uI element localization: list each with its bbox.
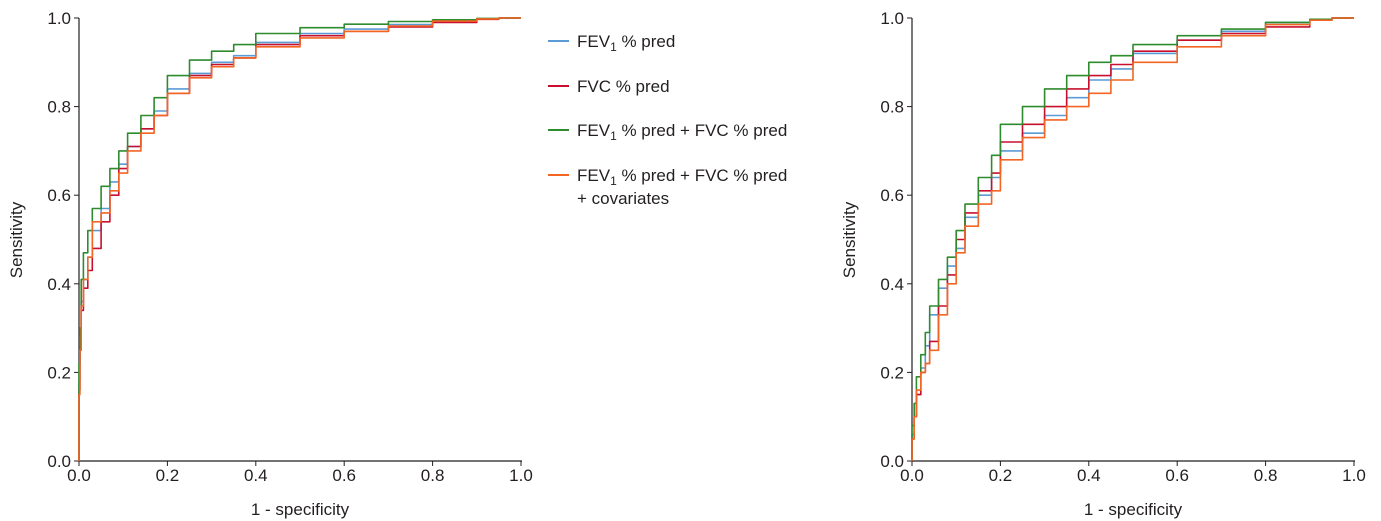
x-tick-label: 1.0 <box>509 466 533 485</box>
series-line-fvc-pred <box>911 17 1354 461</box>
roc-chart-left: 0.0 0.2 0.4 0.6 0.8 1.0 0.0 0.2 0.4 0.6 0.8 1.0 1 - … <box>7 9 533 519</box>
x-tick-label: 1.0 <box>1342 466 1366 485</box>
y-tick-label: 0.8 <box>880 98 904 117</box>
legend-label: FVC % pred <box>577 77 670 96</box>
series-line-fev1-pred-fvc-pred-covariates <box>911 17 1354 461</box>
legend-item: FVC % pred <box>548 77 670 96</box>
legend-label: FEV1 % pred + FVC % pred <box>577 166 787 188</box>
x-axis-title: 1 - specificity <box>251 500 350 519</box>
x-tick-label: 0.6 <box>332 466 356 485</box>
series-line-fev1-pred-fvc-pred <box>78 17 521 461</box>
chart-legend: FEV1 % pred FVC % pred FEV1 % pred + FVC %… <box>548 32 787 208</box>
x-axis-title: 1 - specificity <box>1084 500 1183 519</box>
y-tick-label: 0.0 <box>47 452 71 471</box>
y-tick-label: 1.0 <box>880 9 904 28</box>
series-line-fev1-pred-fvc-pred-covariates <box>78 17 521 461</box>
x-tick-label: 0.8 <box>421 466 445 485</box>
legend-label-continuation: + covariates <box>577 189 669 208</box>
y-tick-label: 0.6 <box>47 186 71 205</box>
y-tick-label: 0.8 <box>47 98 71 117</box>
x-tick-label: 0.4 <box>244 466 268 485</box>
legend-label: FEV1 % pred + FVC % pred <box>577 121 787 143</box>
x-tick-label: 0.8 <box>1254 466 1278 485</box>
series-line-fvc-pred <box>78 17 521 461</box>
y-tick-label: 0.6 <box>880 186 904 205</box>
y-tick-label: 1.0 <box>47 9 71 28</box>
y-tick-label: 0.2 <box>47 363 71 382</box>
y-tick-label: 0.4 <box>47 275 71 294</box>
legend-label: FEV1 % pred <box>577 32 675 54</box>
x-tick-label: 0.0 <box>900 466 924 485</box>
series-line-fev1-pred-fvc-pred <box>911 17 1354 461</box>
y-tick-label: 0.2 <box>880 363 904 382</box>
series-line-fev1-pred <box>911 17 1354 461</box>
legend-item: FEV1 % pred + FVC % pred+ covariates <box>548 166 787 208</box>
y-tick-label: 0.0 <box>880 452 904 471</box>
series-line-fev1-pred <box>78 17 521 461</box>
x-tick-label: 0.6 <box>1165 466 1189 485</box>
x-tick-label: 0.2 <box>989 466 1013 485</box>
legend-item: FEV1 % pred + FVC % pred <box>548 121 787 143</box>
y-axis-title: Sensitivity <box>840 201 859 278</box>
x-tick-label: 0.2 <box>156 466 180 485</box>
roc-chart-right: 0.0 0.2 0.4 0.6 0.8 1.0 0.0 0.2 0.4 0.6 0.8 1.0 1 - … <box>840 9 1366 519</box>
legend-item: FEV1 % pred <box>548 32 675 54</box>
y-tick-label: 0.4 <box>880 275 904 294</box>
x-tick-label: 0.0 <box>67 466 91 485</box>
x-tick-label: 0.4 <box>1077 466 1101 485</box>
y-axis-title: Sensitivity <box>7 201 26 278</box>
